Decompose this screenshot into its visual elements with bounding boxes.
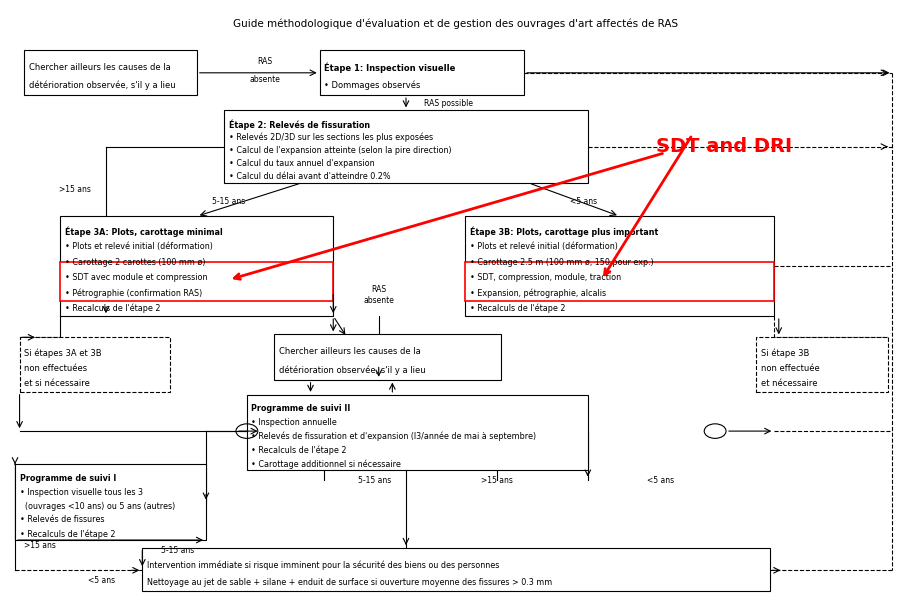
Text: • Calcul du délai avant d'atteindre 0.2%: • Calcul du délai avant d'atteindre 0.2% bbox=[229, 173, 390, 181]
Text: • Relevés de fissuration et d'expansion (l3/année de mai à septembre): • Relevés de fissuration et d'expansion … bbox=[251, 432, 536, 441]
Text: Étape 1: Inspection visuelle: Étape 1: Inspection visuelle bbox=[323, 63, 455, 73]
Text: détérioration observée, s'il y a lieu: détérioration observée, s'il y a lieu bbox=[28, 81, 175, 90]
FancyBboxPatch shape bbox=[24, 50, 197, 95]
Text: • Recalculs de l'étape 2: • Recalculs de l'étape 2 bbox=[65, 304, 160, 313]
Text: Si étapes 3A et 3B: Si étapes 3A et 3B bbox=[24, 348, 102, 358]
Text: • Dommages observés: • Dommages observés bbox=[323, 81, 420, 90]
FancyBboxPatch shape bbox=[465, 261, 773, 301]
Text: • Carottage additionnel si nécessaire: • Carottage additionnel si nécessaire bbox=[251, 460, 401, 469]
Text: non effectuée: non effectuée bbox=[760, 364, 818, 373]
Text: >15 ans: >15 ans bbox=[58, 184, 90, 193]
FancyBboxPatch shape bbox=[274, 334, 501, 379]
FancyBboxPatch shape bbox=[60, 261, 333, 301]
Text: <5 ans: <5 ans bbox=[646, 477, 673, 486]
Text: Nettoyage au jet de sable + silane + enduit de surface si ouverture moyenne des : Nettoyage au jet de sable + silane + end… bbox=[147, 578, 551, 587]
Text: • SDT, compression, module, traction: • SDT, compression, module, traction bbox=[469, 273, 620, 282]
Text: Guide méthodologique d'évaluation et de gestion des ouvrages d'art affectés de R: Guide méthodologique d'évaluation et de … bbox=[233, 18, 678, 29]
Text: absente: absente bbox=[250, 75, 281, 85]
Text: • Inspection annuelle: • Inspection annuelle bbox=[251, 418, 337, 427]
Text: • Calcul du taux annuel d'expansion: • Calcul du taux annuel d'expansion bbox=[229, 159, 374, 168]
Text: • Pétrographie (confirmation RAS): • Pétrographie (confirmation RAS) bbox=[65, 288, 202, 298]
FancyBboxPatch shape bbox=[19, 337, 169, 392]
Text: détérioration observée, s'il y a lieu: détérioration observée, s'il y a lieu bbox=[279, 365, 425, 375]
Text: >15 ans: >15 ans bbox=[480, 477, 512, 486]
Text: • Expansion, pétrographie, alcalis: • Expansion, pétrographie, alcalis bbox=[469, 288, 605, 298]
Text: • SDT avec module et compression: • SDT avec module et compression bbox=[65, 273, 208, 282]
Text: RAS possible: RAS possible bbox=[424, 98, 473, 108]
FancyBboxPatch shape bbox=[15, 465, 206, 540]
Text: et nécessaire: et nécessaire bbox=[760, 379, 816, 389]
Text: • Recalculs de l'étape 2: • Recalculs de l'étape 2 bbox=[19, 529, 115, 539]
Text: Programme de suivi I: Programme de suivi I bbox=[19, 474, 116, 483]
Text: >15 ans: >15 ans bbox=[24, 541, 56, 550]
Text: (ouvrages <10 ans) ou 5 ans (autres): (ouvrages <10 ans) ou 5 ans (autres) bbox=[19, 502, 175, 511]
FancyBboxPatch shape bbox=[224, 110, 588, 183]
Text: • Plots et relevé initial (déformation): • Plots et relevé initial (déformation) bbox=[65, 243, 212, 251]
Text: • Recalculs de l'étape 2: • Recalculs de l'étape 2 bbox=[469, 304, 565, 313]
Text: • Plots et relevé initial (déformation): • Plots et relevé initial (déformation) bbox=[469, 243, 617, 251]
FancyBboxPatch shape bbox=[319, 50, 524, 95]
Text: SDT and DRI: SDT and DRI bbox=[655, 137, 792, 156]
Text: non effectuées: non effectuées bbox=[24, 364, 87, 373]
Text: RAS
absente: RAS absente bbox=[363, 285, 394, 305]
FancyBboxPatch shape bbox=[755, 337, 887, 392]
Text: 5-15 ans: 5-15 ans bbox=[160, 546, 193, 555]
FancyBboxPatch shape bbox=[142, 548, 769, 592]
Text: RAS: RAS bbox=[257, 57, 272, 66]
Text: • Inspection visuelle tous les 3: • Inspection visuelle tous les 3 bbox=[19, 488, 142, 497]
Text: • Calcul de l'expansion atteinte (selon la pire direction): • Calcul de l'expansion atteinte (selon … bbox=[229, 146, 451, 155]
FancyBboxPatch shape bbox=[60, 216, 333, 316]
Text: • Carottage 2 carottes (100 mm ø): • Carottage 2 carottes (100 mm ø) bbox=[65, 258, 205, 267]
Text: Chercher ailleurs les causes de la: Chercher ailleurs les causes de la bbox=[28, 63, 170, 72]
FancyBboxPatch shape bbox=[465, 216, 773, 316]
Text: Étape 2: Relevés de fissuration: Étape 2: Relevés de fissuration bbox=[229, 120, 370, 130]
Text: Programme de suivi II: Programme de suivi II bbox=[251, 404, 351, 413]
Text: • Relevés de fissures: • Relevés de fissures bbox=[19, 515, 104, 524]
Text: • Recalculs de l'étape 2: • Recalculs de l'étape 2 bbox=[251, 446, 346, 455]
FancyBboxPatch shape bbox=[247, 395, 588, 471]
Text: <5 ans: <5 ans bbox=[569, 196, 596, 206]
Text: Étape 3B: Plots, carottage plus important: Étape 3B: Plots, carottage plus importan… bbox=[469, 227, 657, 238]
Text: • Relevés 2D/3D sur les sections les plus exposées: • Relevés 2D/3D sur les sections les plu… bbox=[229, 133, 433, 142]
Text: 5-15 ans: 5-15 ans bbox=[357, 477, 391, 486]
Text: 5-15 ans: 5-15 ans bbox=[212, 196, 245, 206]
Text: • Carottage 2.5 m (100 mm ø, 150 pour exp.): • Carottage 2.5 m (100 mm ø, 150 pour ex… bbox=[469, 258, 652, 267]
Text: Intervention immédiate si risque imminent pour la sécurité des biens ou des pers: Intervention immédiate si risque imminen… bbox=[147, 560, 498, 570]
Text: et si nécessaire: et si nécessaire bbox=[24, 379, 90, 389]
Text: Chercher ailleurs les causes de la: Chercher ailleurs les causes de la bbox=[279, 347, 420, 356]
Text: <5 ans: <5 ans bbox=[87, 576, 115, 586]
Text: Si étape 3B: Si étape 3B bbox=[760, 348, 808, 358]
Text: Étape 3A: Plots, carottage minimal: Étape 3A: Plots, carottage minimal bbox=[65, 227, 222, 238]
